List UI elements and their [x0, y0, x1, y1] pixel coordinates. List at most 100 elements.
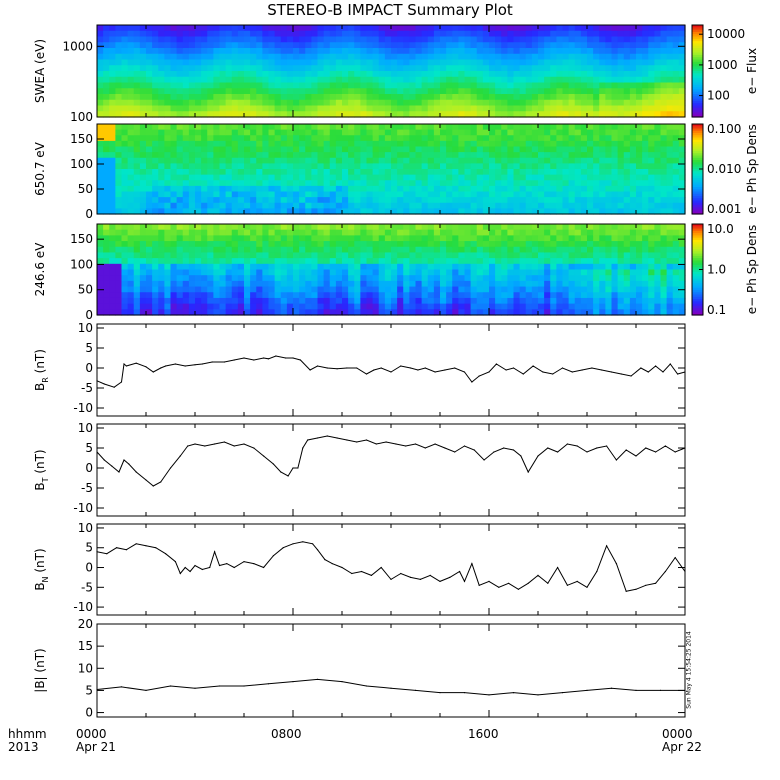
spectrogram-cell — [642, 36, 649, 43]
spectrogram-cell — [109, 135, 116, 142]
spectrogram-cell — [513, 71, 521, 78]
spectrogram-cell — [617, 286, 625, 293]
spectrogram-cell — [538, 252, 545, 259]
spectrogram-cell — [568, 202, 576, 209]
spectrogram-cell — [366, 269, 374, 276]
spectrogram-cell — [660, 36, 668, 43]
spectrogram-cell — [513, 30, 521, 38]
spectrogram-cell — [335, 235, 343, 242]
spectrogram-cell — [476, 252, 484, 259]
spectrogram-cell — [133, 309, 141, 316]
spectrogram-cell — [176, 53, 184, 61]
spectrogram-cell — [244, 224, 251, 231]
spectrogram-cell — [268, 76, 276, 84]
spectrogram-cell — [164, 208, 172, 215]
spectrogram-cell — [519, 140, 527, 148]
spectrogram-cell — [654, 82, 662, 89]
spectrogram-cell — [348, 208, 355, 215]
spectrogram-cell — [299, 174, 306, 181]
spectrogram-cell — [244, 157, 251, 164]
spectrogram-cell — [317, 258, 325, 265]
spectrogram-cell — [629, 71, 637, 78]
spectrogram-cell — [317, 297, 325, 305]
spectrogram-cell — [587, 36, 594, 43]
spectrogram-cell — [237, 48, 245, 55]
spectrogram-cell — [121, 202, 129, 209]
colorbar-cell — [692, 114, 703, 118]
spectrogram-cell — [256, 25, 263, 32]
spectrogram-cell — [507, 105, 515, 112]
spectrogram-cell — [354, 111, 361, 118]
spectrogram-cell — [176, 124, 184, 131]
spectrogram-cell — [562, 208, 570, 215]
spectrogram-cell — [256, 263, 263, 271]
spectrogram-cell — [354, 191, 361, 198]
spectrogram-cell — [464, 135, 472, 142]
spectrogram-cell — [188, 180, 196, 187]
spectrogram-cell — [617, 275, 625, 282]
spectrogram-cell — [489, 140, 496, 148]
spectrogram-cell — [97, 258, 104, 265]
spectrogram-cell — [629, 30, 637, 38]
spectrogram-cell — [250, 30, 257, 38]
spectrogram-cell — [538, 152, 545, 159]
spectrogram-cell — [170, 185, 178, 193]
spectrogram-cell — [587, 146, 594, 153]
spectrogram-cell — [599, 309, 606, 316]
spectrogram-cell — [666, 258, 674, 265]
spectrogram-cell — [366, 140, 374, 148]
spectrogram-cell — [293, 140, 300, 148]
spectrogram-cell — [133, 65, 141, 72]
data-point — [263, 455, 265, 457]
data-point — [405, 445, 407, 447]
spectrogram-cell — [642, 292, 649, 299]
spectrogram-cell — [133, 163, 141, 170]
spectrogram-cell — [274, 169, 282, 176]
spectrogram-cell — [678, 88, 686, 95]
spectrogram-cell — [391, 48, 398, 55]
spectrogram-cell — [513, 297, 521, 305]
data-point — [610, 371, 613, 373]
spectrogram-cell — [103, 82, 110, 89]
spectrogram-cell — [317, 42, 325, 49]
spectrogram-cell — [482, 229, 490, 236]
spectrogram-cell — [182, 111, 190, 118]
spectrogram-cell — [660, 202, 668, 209]
spectrogram-cell — [188, 185, 196, 193]
spectrogram-cell — [415, 286, 423, 293]
spectrogram-cell — [170, 48, 178, 55]
spectrogram-cell — [372, 224, 380, 231]
spectrogram-cell — [599, 82, 606, 89]
spectrogram-cell — [403, 224, 410, 231]
spectrogram-cell — [501, 169, 508, 176]
spectrogram-cell — [617, 292, 625, 299]
spectrogram-cell — [262, 303, 270, 310]
spectrogram-cell — [574, 129, 582, 136]
spectrogram-cell — [574, 269, 582, 276]
spectrogram-cell — [397, 286, 404, 293]
spectrogram-cell — [335, 197, 343, 204]
spectrogram-cell — [195, 71, 202, 78]
spectrogram-cell — [256, 140, 263, 148]
spectrogram-cell — [440, 71, 447, 78]
data-point — [233, 566, 235, 569]
spectrogram-cell — [201, 303, 208, 310]
spectrogram-cell — [568, 197, 576, 204]
spectrogram-cell — [225, 180, 233, 187]
data-point — [160, 481, 162, 483]
spectrogram-cell — [501, 76, 508, 84]
spectrogram-cell — [317, 229, 325, 236]
spectrogram-cell — [525, 246, 533, 254]
data-point — [380, 367, 382, 369]
spectrogram-cell — [562, 309, 570, 316]
spectrogram-cell — [415, 224, 423, 231]
spectrogram-cell — [648, 129, 655, 136]
spectrogram-cell — [213, 152, 221, 159]
spectrogram-cell — [568, 241, 576, 248]
spectrogram-cell — [201, 65, 208, 72]
spectrogram-cell — [440, 174, 447, 181]
spectrogram-cell — [262, 163, 270, 170]
spectrogram-cell — [660, 235, 668, 242]
spectrogram-cell — [146, 25, 153, 32]
spectrogram-cell — [97, 180, 104, 187]
